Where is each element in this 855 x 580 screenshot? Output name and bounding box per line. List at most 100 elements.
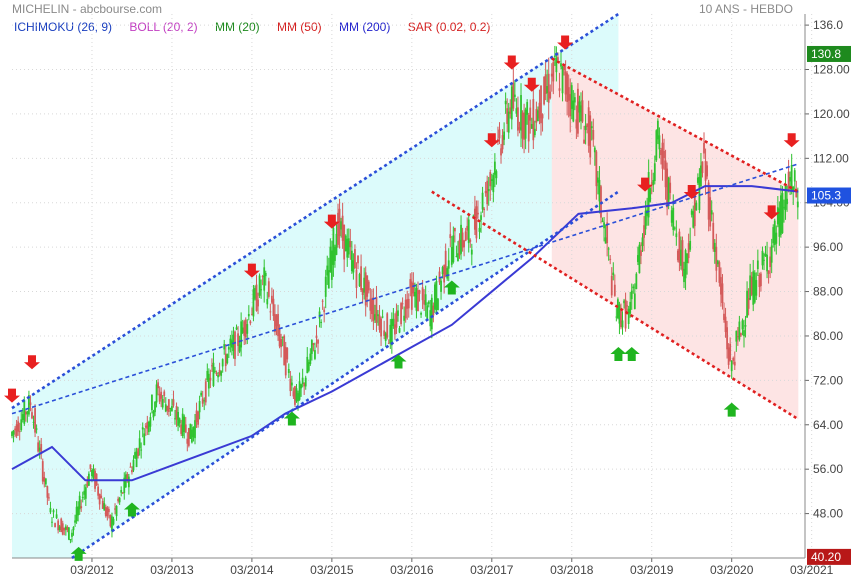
- candle-body: [195, 410, 198, 423]
- candle-body: [346, 238, 349, 258]
- candle-body: [493, 161, 496, 175]
- candle-body: [689, 240, 692, 250]
- candle: [760, 271, 762, 292]
- candle: [289, 370, 292, 397]
- candle-body: [37, 442, 40, 452]
- candle-body: [513, 94, 516, 97]
- candle: [397, 304, 399, 322]
- legend-mm50[interactable]: MM (50): [276, 20, 322, 34]
- candle: [312, 342, 315, 352]
- candle-body: [354, 249, 356, 269]
- candle: [264, 270, 267, 286]
- candle-body: [215, 373, 218, 375]
- candle-body: [84, 487, 87, 499]
- candle: [211, 358, 213, 372]
- candle-body: [716, 260, 719, 265]
- legend-sar[interactable]: SAR (0.02, 0.2): [407, 20, 491, 34]
- candle: [553, 45, 556, 66]
- candle-body: [784, 185, 787, 210]
- candle: [26, 410, 29, 423]
- candle-body: [444, 250, 447, 275]
- candle: [452, 226, 455, 264]
- candle: [209, 369, 212, 389]
- candle-body: [770, 245, 773, 263]
- candle-body: [758, 274, 761, 288]
- candle: [189, 423, 192, 440]
- candle-body: [553, 55, 556, 57]
- candle: [660, 147, 662, 165]
- candle: [747, 288, 750, 316]
- candle: [252, 285, 255, 322]
- legend-mm200[interactable]: MM (200): [339, 20, 391, 34]
- candle-body: [147, 421, 150, 433]
- candle-body: [363, 277, 366, 293]
- candle-body: [796, 201, 799, 208]
- candle-body: [138, 438, 141, 449]
- low-price-badge-text: 40.20: [811, 550, 841, 564]
- candle-body: [306, 356, 309, 374]
- candle-body: [141, 427, 144, 430]
- candle-body: [274, 313, 276, 333]
- candle-body: [234, 331, 236, 360]
- candle: [776, 196, 779, 228]
- candle: [421, 279, 424, 310]
- candle-body: [669, 182, 672, 193]
- candle-body: [220, 371, 223, 376]
- candle: [354, 244, 356, 270]
- candle-body: [620, 308, 622, 328]
- candle-body: [624, 299, 627, 329]
- candle: [656, 118, 659, 145]
- candle: [51, 517, 53, 528]
- candle: [261, 274, 264, 286]
- candle: [623, 298, 625, 309]
- sell-signal-arrow: [523, 77, 540, 92]
- legend-bollinger[interactable]: BOLL (20, 2): [129, 20, 198, 34]
- candle-body: [355, 269, 358, 288]
- candle-body: [623, 300, 625, 304]
- candle: [504, 92, 507, 114]
- candle: [223, 339, 226, 355]
- candle-body: [343, 224, 346, 260]
- candle: [506, 98, 509, 133]
- buy-signal-arrow: [390, 354, 407, 369]
- candle-body: [544, 74, 547, 94]
- candle-body: [337, 212, 339, 245]
- candle-body: [538, 102, 541, 119]
- candle: [678, 228, 681, 272]
- candle-body: [404, 299, 407, 319]
- candle: [689, 227, 692, 252]
- candle: [241, 319, 244, 335]
- candle-body: [390, 318, 393, 346]
- candle-body: [480, 215, 482, 220]
- candle: [783, 199, 785, 223]
- candle-body: [644, 210, 647, 230]
- candle-body: [123, 477, 126, 494]
- candle-body: [304, 377, 307, 387]
- candle: [724, 307, 727, 338]
- candle-body: [164, 404, 167, 412]
- candle: [287, 363, 290, 378]
- candle-body: [218, 369, 221, 375]
- candle: [483, 207, 486, 218]
- candle: [681, 236, 684, 277]
- candle-body: [410, 281, 413, 310]
- candle-body: [658, 135, 661, 150]
- candle: [49, 501, 52, 515]
- candle: [92, 464, 95, 481]
- ma200-line: [11, 185, 799, 482]
- legend-ichimoku[interactable]: ICHIMOKU (26, 9): [14, 20, 113, 34]
- candle: [560, 49, 562, 70]
- candle: [676, 248, 679, 263]
- buy-signal-arrow: [623, 347, 640, 362]
- legend-mm20[interactable]: MM (20): [214, 20, 260, 34]
- candle-body: [552, 61, 555, 82]
- candle: [616, 297, 619, 320]
- candle: [550, 63, 553, 92]
- candle: [34, 404, 36, 438]
- candle: [104, 504, 107, 518]
- candle: [683, 261, 685, 289]
- candle: [580, 92, 582, 130]
- candle-body: [597, 177, 599, 183]
- chart-period: 10 ANS - HEBDO: [698, 2, 793, 16]
